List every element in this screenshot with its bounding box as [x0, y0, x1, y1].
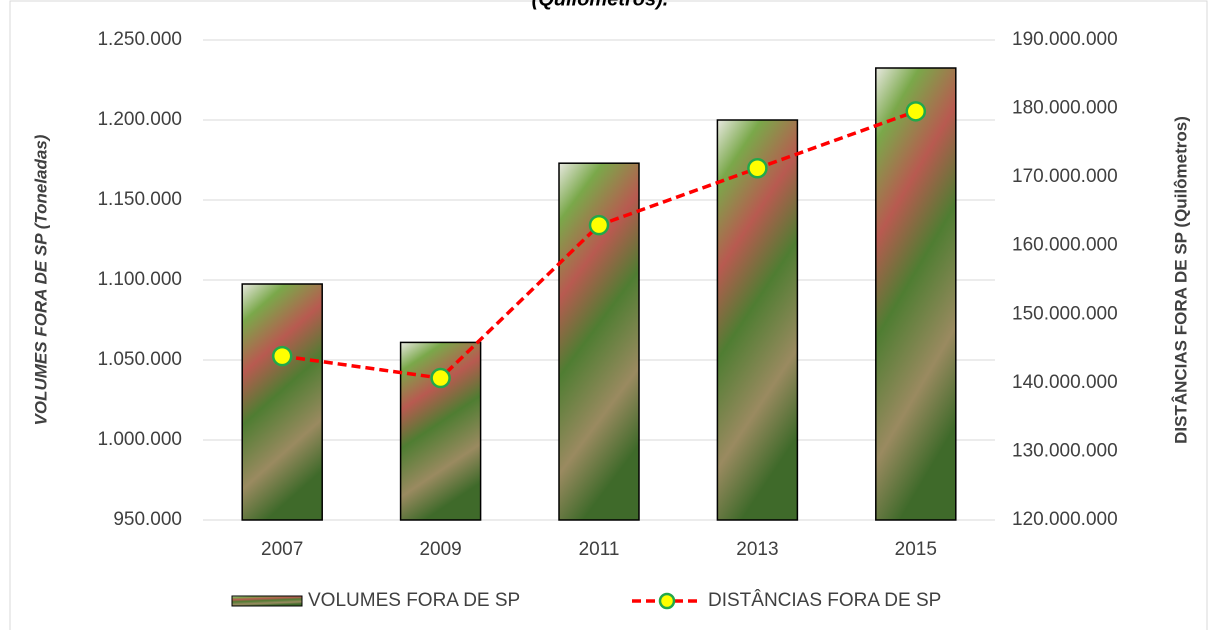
y-tick-label: 1.150.000: [97, 189, 182, 210]
y2-tick-label: 180.000.000: [1012, 98, 1118, 119]
y2-tick-label: 160.000.000: [1012, 235, 1118, 256]
x-tick-label: 2013: [736, 539, 778, 560]
x-tick-label: 2011: [579, 539, 620, 560]
x-tick-label: 2015: [895, 539, 937, 560]
legend-swatch: [231, 595, 303, 607]
x-tick-label: 2007: [261, 539, 303, 560]
y2-axis-label: DISTÂNCIAS FORA DE SP (Quilômetros): [1171, 116, 1190, 444]
y-tick-label: 1.000.000: [97, 429, 182, 450]
bar: [716, 119, 799, 521]
marker: [747, 157, 768, 179]
y2-tick-label: 120.000.000: [1012, 509, 1118, 530]
marker: [430, 367, 451, 389]
marker: [271, 345, 293, 367]
y-tick-label: 1.050.000: [97, 349, 182, 370]
chart-border: [9, 0, 1208, 630]
y2-tick-label: 170.000.000: [1012, 166, 1118, 187]
y2-tick-label: 150.000.000: [1012, 303, 1118, 324]
y2-tick-label: 130.000.000: [1012, 440, 1118, 461]
y2-tick-label: 140.000.000: [1012, 372, 1118, 393]
y-tick-label: 1.250.000: [97, 29, 182, 50]
x-tick-label: 2009: [419, 539, 461, 560]
bar: [875, 67, 957, 521]
marker: [588, 214, 610, 236]
legend-marker: [658, 592, 676, 610]
marker: [905, 101, 927, 122]
y-axis-label: VOLUMES FORA DE SP (Toneladas): [31, 134, 50, 425]
y-tick-label: 1.200.000: [97, 109, 182, 130]
legend-label: VOLUMES FORA DE SP: [308, 590, 520, 611]
y-tick-label: 950.000: [113, 509, 182, 530]
bar: [241, 283, 323, 521]
chart-title: (Quilômetros).: [532, 0, 669, 10]
y2-tick-label: 190.000.000: [1012, 29, 1118, 50]
legend-label: DISTÂNCIAS FORA DE SP: [708, 589, 941, 611]
y-tick-label: 1.100.000: [97, 269, 182, 290]
